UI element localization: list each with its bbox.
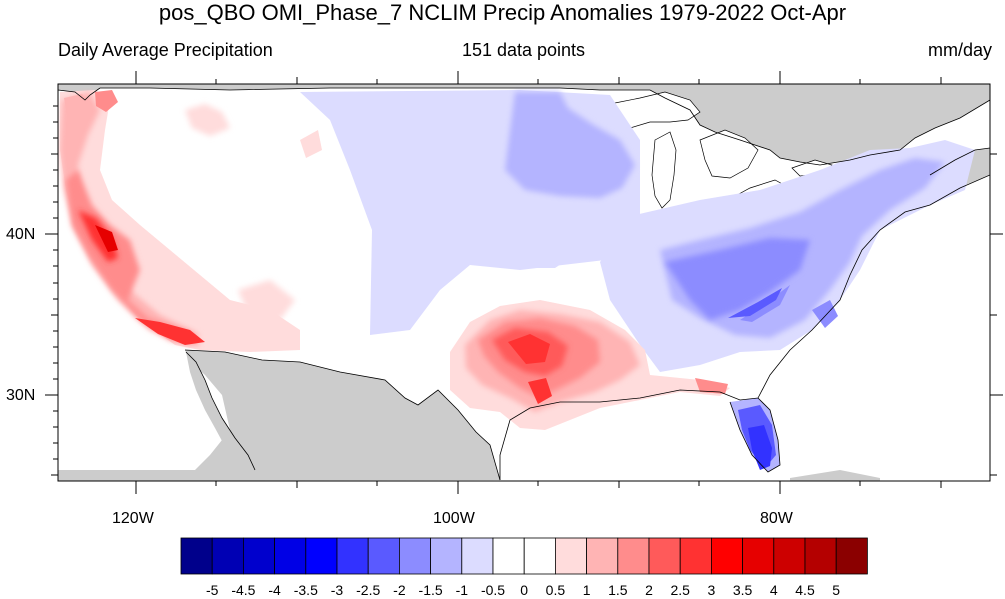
lat-ticks	[45, 105, 1003, 476]
subtitle-count: 151 data points	[461, 40, 586, 60]
colorbar-swatch	[211, 537, 244, 575]
colorbar-swatch	[742, 537, 775, 575]
colorbar-swatch	[711, 537, 744, 575]
colorbar-tick-label: -4	[268, 582, 281, 598]
colorbar-tick-label: -1.5	[418, 582, 443, 598]
colorbar-swatch	[367, 537, 400, 575]
colorbar-tick-label: -4.5	[231, 582, 256, 598]
colorbar-tick-label: -0.5	[480, 582, 506, 598]
map-area	[58, 84, 990, 481]
colorbar	[180, 537, 868, 575]
colorbar-tick-label: 5	[832, 582, 841, 598]
lake-huron	[699, 129, 759, 179]
lat-label-40n: 40N	[6, 226, 36, 243]
subtitle-units: mm/day	[927, 40, 992, 60]
colorbar-swatch	[617, 537, 650, 575]
colorbar-swatch	[398, 537, 431, 575]
lon-label-120w: 120W	[112, 510, 154, 527]
colorbar-swatch	[586, 537, 619, 575]
colorbar-tick-label: 3	[707, 582, 716, 598]
lake-michigan	[651, 131, 677, 209]
colorbar-tick-label: -5	[205, 582, 219, 598]
colorbar-swatch	[305, 537, 338, 575]
canada-land	[58, 84, 990, 165]
coastlines	[58, 87, 990, 481]
colorbar-swatch	[242, 537, 275, 575]
colorbar-tick-label: 4.5	[795, 582, 815, 598]
colorbar-tick-label: 2	[645, 582, 653, 598]
colorbar-tick-label: -1	[455, 582, 469, 598]
colorbar-swatch	[461, 537, 494, 575]
mexico-land	[58, 350, 500, 481]
lon-label-80w: 80W	[760, 510, 793, 527]
colorbar-tick-label: 1	[582, 582, 591, 598]
colorbar-swatch	[804, 537, 837, 575]
colorbar-tick-label: -2.5	[356, 582, 381, 598]
colorbar-tick-label: -2	[393, 582, 406, 598]
colorbar-swatch	[430, 537, 463, 575]
colorbar-tick-label: 3.5	[732, 582, 753, 598]
lat-label-30n: 30N	[6, 387, 36, 404]
colorbar-swatch	[180, 537, 213, 575]
colorbar-tick-label: 1.5	[608, 582, 628, 598]
subtitle-variable: Daily Average Precipitation	[58, 40, 273, 60]
colorbar-tick-label: -3	[330, 582, 344, 598]
colorbar-tick-label: 4	[769, 582, 778, 598]
cuba-land	[790, 470, 880, 481]
colorbar-swatch	[274, 537, 307, 575]
colorbar-swatch	[648, 537, 681, 575]
colorbar-swatch	[336, 537, 369, 575]
colorbar-swatch	[523, 537, 556, 575]
baja-land	[186, 352, 255, 470]
colorbar-swatch	[773, 537, 806, 575]
lon-label-100w: 100W	[433, 510, 475, 527]
map-title: pos_QBO OMI_Phase_7 NCLIM Precip Anomali…	[158, 0, 847, 25]
colorbar-swatch	[679, 537, 712, 575]
negative-anomalies	[300, 90, 975, 472]
colorbar-tick-label: 2.5	[670, 582, 690, 598]
colorbar-tick-label: 0	[520, 582, 529, 598]
colorbar-tick-label: 0.5	[545, 582, 566, 598]
colorbar-swatch	[555, 537, 588, 575]
colorbar-swatch	[835, 537, 868, 575]
colorbar-tick-label: -3.5	[293, 582, 318, 598]
colorbar-swatch	[492, 537, 525, 575]
positive-anomalies	[60, 90, 730, 430]
lon-ticks	[135, 71, 942, 494]
